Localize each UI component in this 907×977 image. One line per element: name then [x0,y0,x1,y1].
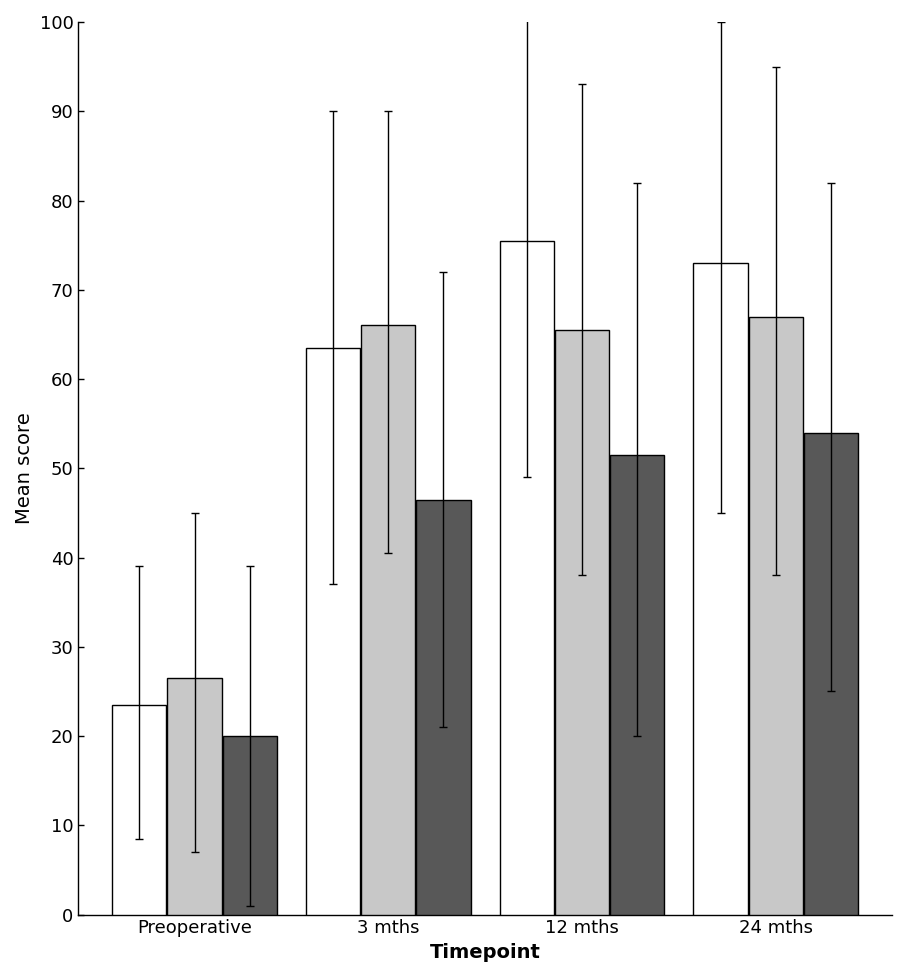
Bar [748,317,803,914]
Bar [416,499,471,914]
Bar [804,433,858,914]
Bar [500,240,554,914]
Bar [361,325,415,914]
Bar [168,678,221,914]
Bar [610,455,664,914]
Bar [694,263,747,914]
Bar [306,348,360,914]
X-axis label: Timepoint: Timepoint [430,943,541,962]
Y-axis label: Mean score: Mean score [15,412,34,525]
Bar [112,704,167,914]
Bar [555,330,610,914]
Bar [222,736,277,914]
